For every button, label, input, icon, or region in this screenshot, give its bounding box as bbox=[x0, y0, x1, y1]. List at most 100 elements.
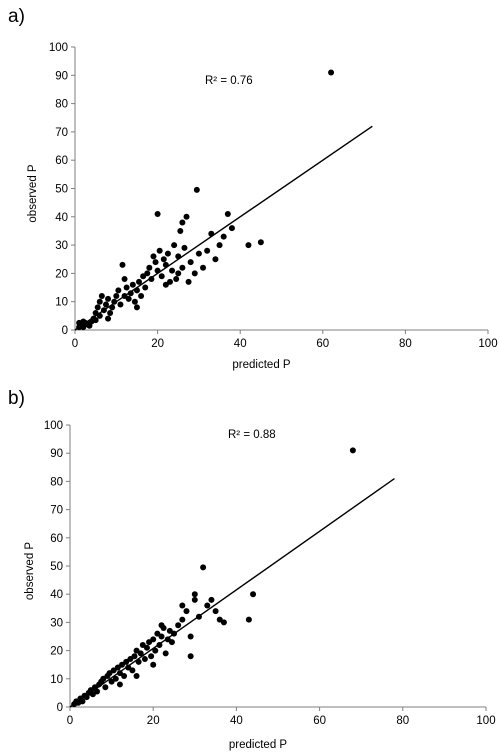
regression-line bbox=[74, 125, 373, 331]
data-point bbox=[144, 270, 151, 277]
data-point bbox=[220, 233, 227, 240]
data-point bbox=[79, 698, 86, 705]
y-tick-label: 10 bbox=[50, 674, 63, 686]
data-point bbox=[109, 304, 116, 311]
data-point bbox=[102, 301, 109, 308]
data-point bbox=[129, 667, 136, 674]
data-point bbox=[112, 675, 119, 682]
data-point bbox=[143, 644, 150, 651]
data-point bbox=[156, 641, 163, 648]
y-tick-label: 50 bbox=[50, 561, 63, 573]
y-tick-label: 20 bbox=[50, 646, 63, 658]
data-point bbox=[185, 278, 192, 285]
x-tick-label: 60 bbox=[316, 338, 329, 350]
data-point bbox=[142, 284, 149, 291]
x-tick-label: 80 bbox=[399, 338, 412, 350]
data-point bbox=[121, 672, 128, 679]
data-point bbox=[96, 312, 103, 319]
y-axis-title: observed P bbox=[24, 542, 36, 601]
data-point bbox=[179, 616, 186, 623]
data-point bbox=[175, 270, 182, 277]
data-point bbox=[100, 307, 107, 314]
x-tick-label: 20 bbox=[147, 715, 160, 727]
data-point bbox=[212, 256, 219, 263]
x-tick-label: 100 bbox=[476, 715, 495, 727]
data-point bbox=[164, 250, 171, 257]
data-point bbox=[162, 650, 169, 657]
panel-label: b) bbox=[8, 388, 25, 409]
x-tick-label: 80 bbox=[396, 715, 409, 727]
data-point bbox=[158, 273, 165, 280]
x-tick-label: 40 bbox=[234, 338, 247, 350]
data-point bbox=[212, 608, 219, 615]
y-tick-label: 40 bbox=[50, 589, 63, 601]
data-point bbox=[131, 298, 138, 305]
data-point bbox=[111, 298, 118, 305]
data-point bbox=[158, 622, 165, 629]
data-point bbox=[224, 210, 231, 217]
y-tick-label: 90 bbox=[55, 70, 68, 82]
y-tick-label: 80 bbox=[50, 476, 63, 488]
data-point bbox=[175, 253, 182, 260]
data-point bbox=[150, 253, 157, 260]
y-tick-label: 0 bbox=[57, 702, 63, 714]
y-tick-label: 10 bbox=[55, 297, 68, 309]
data-point bbox=[105, 295, 112, 302]
data-point bbox=[168, 639, 175, 646]
data-point bbox=[200, 564, 207, 571]
data-point bbox=[138, 293, 145, 300]
x-tick-label: 40 bbox=[230, 715, 243, 727]
data-point bbox=[228, 225, 235, 232]
data-point bbox=[107, 310, 114, 317]
data-point bbox=[171, 242, 178, 249]
data-point bbox=[127, 290, 134, 297]
data-point bbox=[195, 250, 202, 257]
data-point bbox=[169, 267, 176, 274]
data-point bbox=[117, 301, 124, 308]
y-tick-label: 100 bbox=[49, 42, 68, 54]
data-point bbox=[76, 319, 83, 326]
data-point bbox=[146, 264, 153, 271]
data-point bbox=[150, 636, 157, 643]
chart-panel-1: a) 0 10 20 30 40 50 60 70 80 90 100 0 20 40 60 80 100 pred… bbox=[8, 6, 498, 371]
data-point bbox=[133, 304, 140, 311]
data-point bbox=[328, 69, 335, 76]
regression-line bbox=[69, 478, 395, 708]
data-point bbox=[133, 672, 140, 679]
data-point bbox=[113, 293, 120, 300]
data-point bbox=[123, 284, 130, 291]
data-point bbox=[160, 256, 167, 263]
data-point bbox=[191, 596, 198, 603]
data-point bbox=[177, 227, 184, 234]
data-point bbox=[150, 661, 157, 668]
data-point bbox=[179, 264, 186, 271]
data-point bbox=[208, 230, 215, 237]
x-axis-title: predicted P bbox=[232, 359, 291, 371]
x-tick-label: 0 bbox=[72, 338, 78, 350]
data-point bbox=[349, 447, 356, 454]
data-point bbox=[137, 650, 144, 657]
data-point bbox=[193, 186, 200, 193]
x-tick-label: 100 bbox=[478, 338, 497, 350]
data-point bbox=[208, 596, 215, 603]
data-point bbox=[133, 287, 140, 294]
x-tick-label: 0 bbox=[67, 715, 73, 727]
data-point bbox=[183, 608, 190, 615]
data-point bbox=[204, 602, 211, 609]
data-point bbox=[204, 247, 211, 254]
y-tick-label: 40 bbox=[55, 212, 68, 224]
data-point bbox=[175, 622, 182, 629]
data-point bbox=[191, 270, 198, 277]
data-point bbox=[162, 261, 169, 268]
data-point bbox=[136, 278, 143, 285]
data-point bbox=[171, 630, 177, 637]
data-point bbox=[158, 633, 165, 640]
y-tick-label: 70 bbox=[50, 505, 63, 517]
data-point bbox=[191, 591, 198, 598]
data-point bbox=[119, 261, 126, 268]
data-point bbox=[116, 681, 123, 688]
y-tick-label: 100 bbox=[44, 420, 63, 432]
data-point bbox=[200, 264, 207, 271]
data-point bbox=[131, 653, 138, 660]
